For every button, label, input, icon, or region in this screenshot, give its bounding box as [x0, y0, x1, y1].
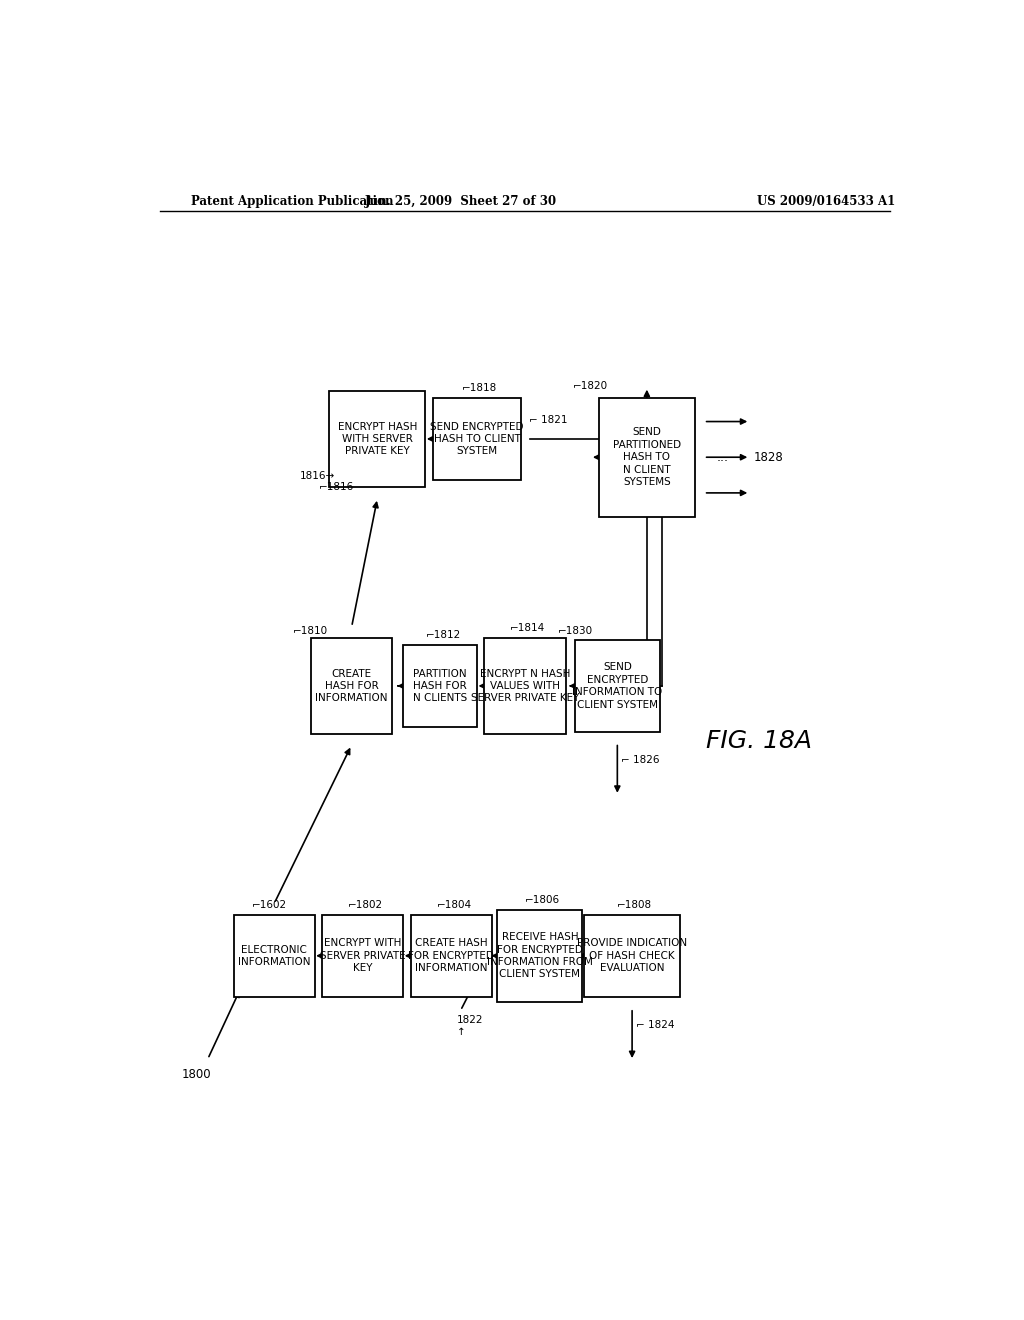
Text: ...: ...	[717, 450, 729, 463]
Bar	[433, 397, 521, 480]
Bar	[311, 638, 392, 734]
Text: ⌐ 1824: ⌐ 1824	[636, 1020, 674, 1030]
Text: ⌐1810: ⌐1810	[293, 626, 328, 636]
Text: ⌐1830: ⌐1830	[558, 626, 594, 636]
Text: ⌐1602: ⌐1602	[252, 900, 287, 909]
Bar	[574, 640, 659, 731]
Text: ⌐1814: ⌐1814	[510, 623, 546, 632]
Text: 1800: 1800	[182, 1068, 212, 1081]
Text: 1816→: 1816→	[300, 470, 335, 480]
Bar	[403, 644, 477, 727]
Bar	[233, 915, 314, 997]
Text: ⌐ 1821: ⌐ 1821	[528, 416, 567, 425]
Text: ⌐1816: ⌐1816	[318, 482, 353, 492]
Bar	[484, 638, 565, 734]
Bar	[599, 397, 695, 516]
Bar	[584, 915, 680, 997]
Text: Patent Application Publication: Patent Application Publication	[191, 194, 394, 207]
Text: ENCRYPT N HASH
VALUES WITH
SERVER PRIVATE KEY: ENCRYPT N HASH VALUES WITH SERVER PRIVAT…	[471, 668, 580, 704]
Text: PROVIDE INDICATION
OF HASH CHECK
EVALUATION: PROVIDE INDICATION OF HASH CHECK EVALUAT…	[578, 939, 687, 973]
Text: ⌐1802: ⌐1802	[348, 900, 383, 909]
Bar	[411, 915, 492, 997]
Text: FIG. 18A: FIG. 18A	[706, 729, 812, 752]
Text: SEND
ENCRYPTED
INFORMATION TO
CLIENT SYSTEM: SEND ENCRYPTED INFORMATION TO CLIENT SYS…	[572, 663, 663, 710]
Text: 1822
↑: 1822 ↑	[457, 1015, 483, 1036]
Text: ENCRYPT WITH
SERVER PRIVATE
KEY: ENCRYPT WITH SERVER PRIVATE KEY	[319, 939, 406, 973]
Text: RECEIVE HASH
FOR ENCRYPTED
INFORMATION FROM
CLIENT SYSTEM: RECEIVE HASH FOR ENCRYPTED INFORMATION F…	[486, 932, 593, 979]
Text: CREATE
HASH FOR
INFORMATION: CREATE HASH FOR INFORMATION	[315, 668, 388, 704]
Text: ⌐ 1826: ⌐ 1826	[621, 755, 659, 764]
Text: CREATE HASH
FOR ENCRYPTED
INFORMATION: CREATE HASH FOR ENCRYPTED INFORMATION	[409, 939, 495, 973]
Text: US 2009/0164533 A1: US 2009/0164533 A1	[757, 194, 896, 207]
Text: SEND
PARTITIONED
HASH TO
N CLIENT
SYSTEMS: SEND PARTITIONED HASH TO N CLIENT SYSTEM…	[612, 428, 681, 487]
Text: ⌐1806: ⌐1806	[525, 895, 560, 906]
Text: SEND ENCRYPTED
HASH TO CLIENT
SYSTEM: SEND ENCRYPTED HASH TO CLIENT SYSTEM	[430, 421, 524, 457]
Text: ⌐1808: ⌐1808	[617, 900, 652, 909]
Bar	[323, 915, 403, 997]
Text: ELECTRONIC
INFORMATION: ELECTRONIC INFORMATION	[238, 945, 310, 968]
Text: 1828: 1828	[754, 450, 783, 463]
Bar	[330, 391, 425, 487]
Text: ⌐1818: ⌐1818	[463, 383, 498, 393]
Text: ⌐1812: ⌐1812	[425, 630, 461, 640]
Text: ⌐1820: ⌐1820	[573, 381, 608, 391]
Text: ⌐1804: ⌐1804	[436, 900, 472, 909]
Text: PARTITION
HASH FOR
N CLIENTS: PARTITION HASH FOR N CLIENTS	[413, 668, 467, 704]
Bar	[498, 909, 583, 1002]
Text: ENCRYPT HASH
WITH SERVER
PRIVATE KEY: ENCRYPT HASH WITH SERVER PRIVATE KEY	[338, 421, 417, 457]
Text: Jun. 25, 2009  Sheet 27 of 30: Jun. 25, 2009 Sheet 27 of 30	[366, 194, 557, 207]
